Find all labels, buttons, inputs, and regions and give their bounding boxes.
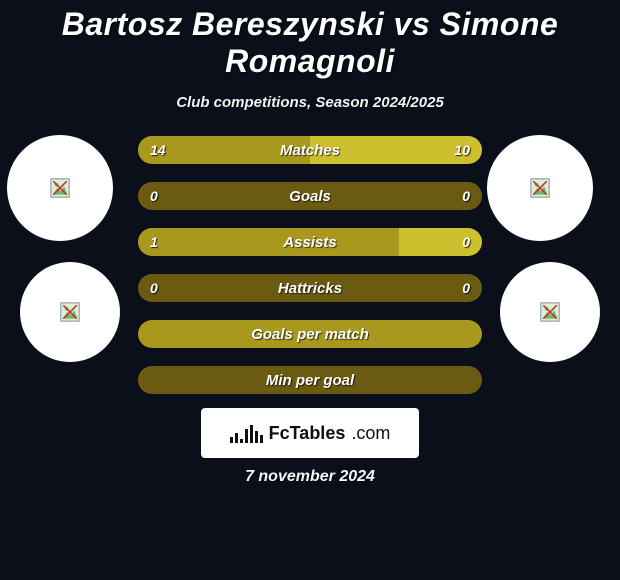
stat-fill-right [399,228,482,256]
brand-tld: .com [351,423,390,444]
stat-fill-left [138,320,482,348]
stat-fill-left [138,228,399,256]
stat-track [138,366,482,394]
brand-logo-icon [230,423,263,443]
stat-row: Goals00 [138,182,482,210]
player-circle-top-left [7,135,113,241]
page-title: Bartosz Bereszynski vs Simone Romagnoli [0,6,620,80]
brand-name: FcTables [269,423,346,444]
stat-row: Min per goal [138,366,482,394]
stat-fill-gap [138,182,482,210]
brand-badge: FcTables.com [201,408,419,458]
stat-row: Goals per match [138,320,482,348]
stat-track [138,182,482,210]
player-circle-bottom-right [500,262,600,362]
stat-track [138,274,482,302]
stat-fill-left [138,136,310,164]
image-placeholder-icon [60,302,80,322]
content-root: Bartosz Bereszynski vs Simone Romagnoli … [0,0,620,580]
image-placeholder-icon [530,178,550,198]
image-placeholder-icon [540,302,560,322]
stat-row: Matches1410 [138,136,482,164]
image-placeholder-icon [50,178,70,198]
stat-track [138,320,482,348]
stat-track [138,136,482,164]
stat-fill-right [310,136,482,164]
comparison-stage: Matches1410 Goals00 Assists10 Hattricks00 Go… [0,111,620,580]
date-text: 7 november 2024 [0,468,620,486]
page-subtitle: Club competitions, Season 2024/2025 [176,94,444,111]
stat-fill-gap [138,366,482,394]
stat-track [138,228,482,256]
stat-row: Assists10 [138,228,482,256]
stat-fill-gap [138,274,482,302]
player-circle-top-right [487,135,593,241]
player-circle-bottom-left [20,262,120,362]
stats-bars: Matches1410 Goals00 Assists10 Hattricks00 Go… [138,136,482,394]
stat-row: Hattricks00 [138,274,482,302]
